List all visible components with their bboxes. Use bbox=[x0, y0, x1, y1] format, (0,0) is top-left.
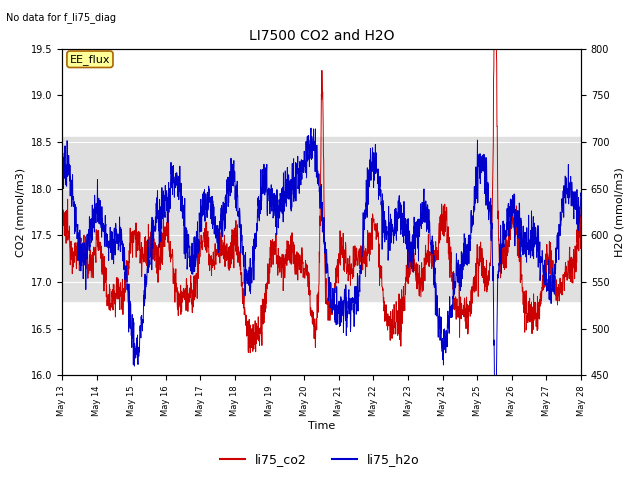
Text: No data for f_li75_diag: No data for f_li75_diag bbox=[6, 12, 116, 23]
Y-axis label: CO2 (mmol/m3): CO2 (mmol/m3) bbox=[15, 168, 25, 257]
Bar bbox=[62, 137, 581, 301]
Title: LI7500 CO2 and H2O: LI7500 CO2 and H2O bbox=[249, 29, 394, 43]
X-axis label: Time: Time bbox=[308, 421, 335, 432]
Legend: li75_co2, li75_h2o: li75_co2, li75_h2o bbox=[215, 448, 425, 471]
Y-axis label: H2O (mmol/m3): H2O (mmol/m3) bbox=[615, 167, 625, 257]
Text: EE_flux: EE_flux bbox=[70, 54, 110, 65]
